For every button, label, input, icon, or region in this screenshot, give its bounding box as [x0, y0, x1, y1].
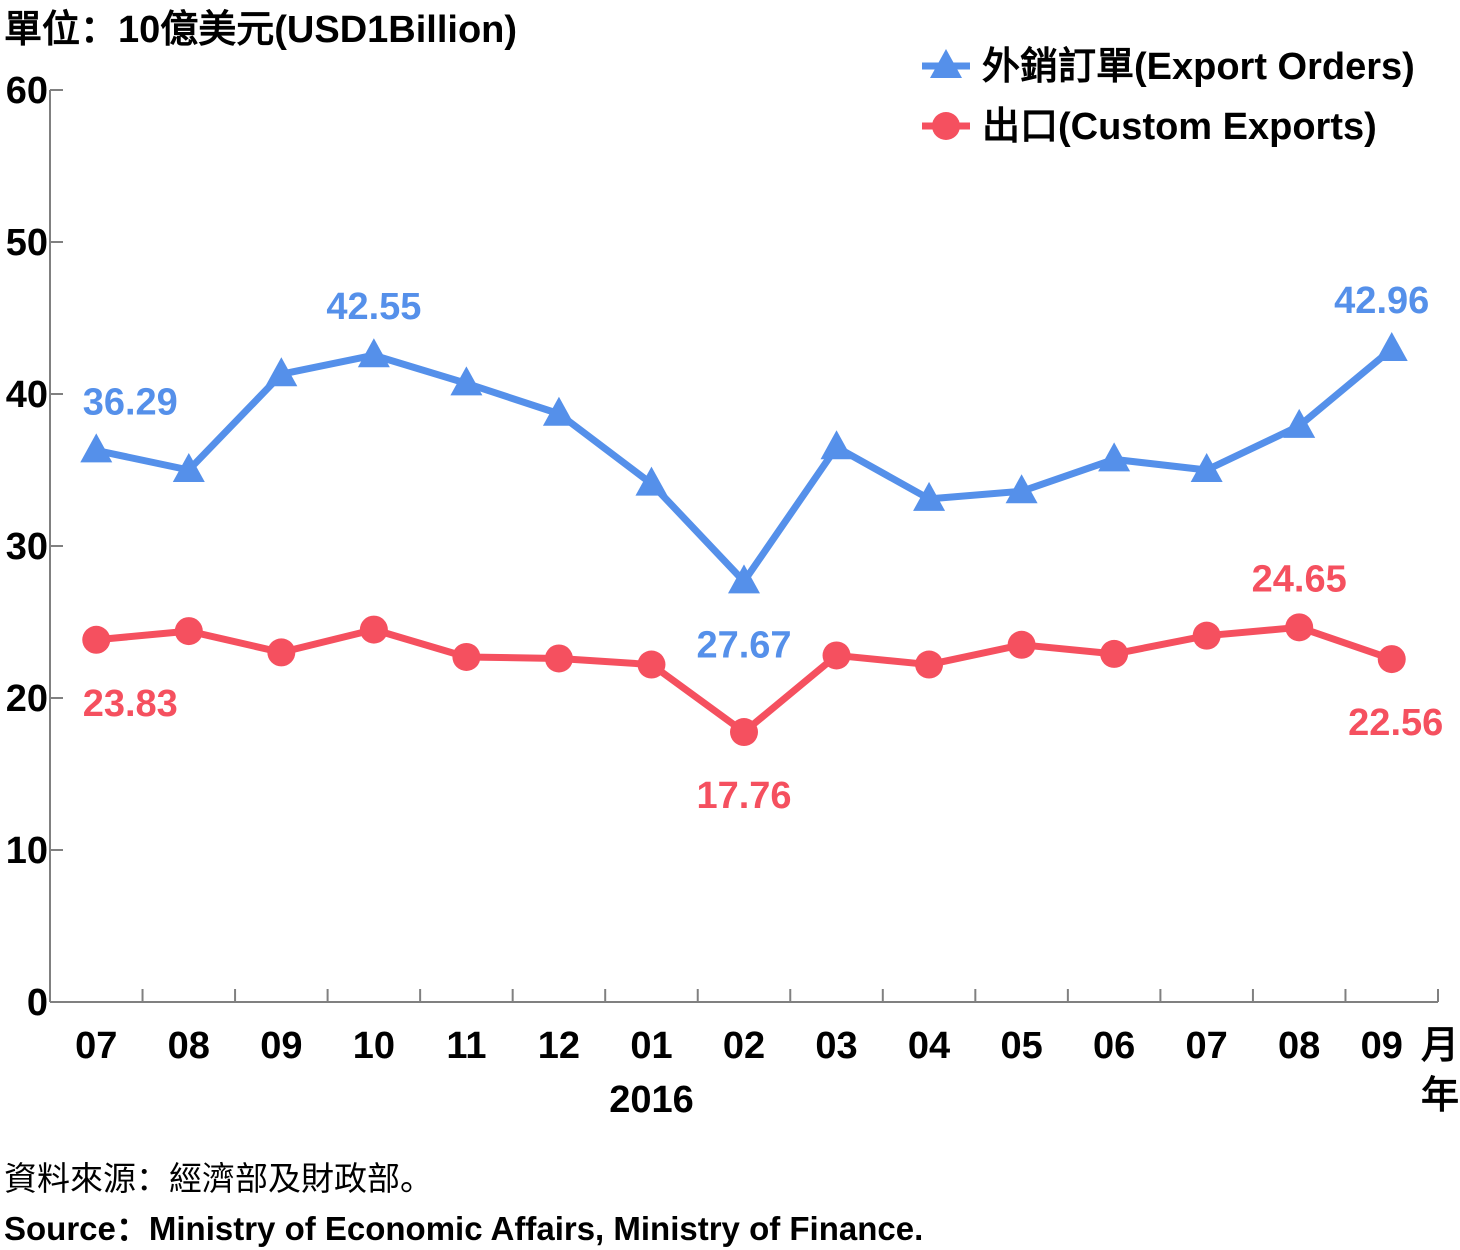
custom-exports-point	[82, 625, 111, 654]
y-tick-label: 50	[6, 222, 48, 264]
custom-exports-point	[1377, 645, 1406, 674]
x-tick-label: 01	[630, 1025, 672, 1067]
custom-exports-point	[822, 641, 851, 670]
legend: 外銷訂單(Export Orders) 出口(Custom Exports)	[922, 46, 1415, 148]
custom-exports-point	[1285, 613, 1314, 642]
export-orders-point	[1005, 474, 1038, 504]
export-orders-point	[80, 433, 113, 463]
x-tick-label: 05	[1000, 1025, 1042, 1067]
source-en: Source：Ministry of Economic Affairs, Min…	[4, 1210, 924, 1247]
export-orders-data-label: 42.96	[1334, 280, 1429, 322]
custom-exports-point	[452, 642, 481, 671]
x-tick-label: 10	[353, 1025, 395, 1067]
custom-exports-data-label: 17.76	[696, 775, 791, 817]
legend-label-export-orders: 外銷訂單(Export Orders)	[982, 46, 1415, 88]
custom-exports-point	[915, 650, 944, 679]
x-tick-label: 06	[1093, 1025, 1135, 1067]
export-orders-point	[450, 366, 483, 396]
export-orders-point	[172, 453, 205, 482]
export-orders-data-label: 42.55	[326, 286, 421, 328]
export-orders-point	[265, 357, 298, 387]
legend-marker-custom-exports	[932, 112, 960, 140]
custom-exports-point	[544, 644, 573, 673]
x-tick-label: 03	[815, 1025, 857, 1067]
data-labels: 36.29 42.55 27.67 42.96 23.83 17.76 24.65 22.56	[83, 280, 1444, 817]
source-zh: 資料來源：經濟部及財政部。	[4, 1159, 433, 1198]
custom-exports-point	[267, 638, 296, 667]
export-orders-point	[1190, 453, 1223, 482]
export-orders-point	[1283, 408, 1316, 438]
legend-marker-export-orders	[930, 49, 962, 78]
export-orders-point	[635, 466, 668, 496]
y-axis-unit-label: 單位：10億美元(USD1Billion)	[4, 9, 517, 51]
custom-exports-point	[359, 615, 388, 644]
custom-exports-point	[1192, 621, 1221, 650]
custom-exports-point	[1100, 639, 1129, 668]
legend-label-custom-exports: 出口(Custom Exports)	[982, 106, 1377, 148]
x-tick-label: 07	[1186, 1025, 1228, 1067]
y-tick-label: 30	[6, 526, 48, 568]
export-orders-data-label: 27.67	[696, 624, 791, 666]
custom-exports-data-label: 24.65	[1252, 558, 1347, 600]
x-tick-label: 04	[908, 1025, 950, 1067]
custom-exports-data-label: 23.83	[83, 683, 178, 725]
custom-exports-point	[1007, 630, 1036, 659]
y-tick-label: 0	[27, 982, 48, 1024]
x-tick-label: 11	[446, 1025, 486, 1067]
export-orders-point	[820, 430, 853, 460]
export-orders-point	[357, 338, 390, 368]
custom-exports-point	[637, 650, 666, 679]
x-tick-label: 09	[260, 1025, 302, 1067]
export-orders-data-label: 36.29	[83, 381, 178, 423]
y-tick-label: 40	[6, 374, 48, 416]
custom-exports-point	[730, 718, 758, 747]
x-tick-label: 08	[168, 1025, 210, 1067]
x-month-unit: 月	[1421, 1025, 1459, 1067]
custom-exports-data-label: 22.56	[1348, 702, 1443, 744]
export-orders-point	[542, 396, 575, 426]
series-group	[80, 332, 1408, 747]
export-orders-point	[1375, 332, 1408, 362]
x-tick-label: 08	[1278, 1025, 1320, 1067]
export-orders-point	[728, 564, 760, 594]
axes: 0 10 20 30 40 50 60 07 08 09 10 11 12 01 02 03 04 05 06 07 0…	[6, 70, 1459, 1121]
custom-exports-point	[174, 617, 203, 646]
export-orders-point	[1098, 442, 1131, 472]
x-tick-label: 12	[538, 1025, 580, 1067]
export-orders-point	[913, 481, 946, 511]
x-tick-label: 09	[1361, 1025, 1403, 1067]
x-year-unit: 年	[1421, 1075, 1459, 1117]
y-tick-label: 10	[6, 830, 48, 872]
x-tick-label: 07	[75, 1025, 117, 1067]
x-year-label: 2016	[609, 1079, 694, 1121]
y-tick-label: 20	[6, 678, 48, 720]
x-tick-label: 02	[723, 1025, 765, 1067]
y-tick-label: 60	[6, 70, 48, 112]
